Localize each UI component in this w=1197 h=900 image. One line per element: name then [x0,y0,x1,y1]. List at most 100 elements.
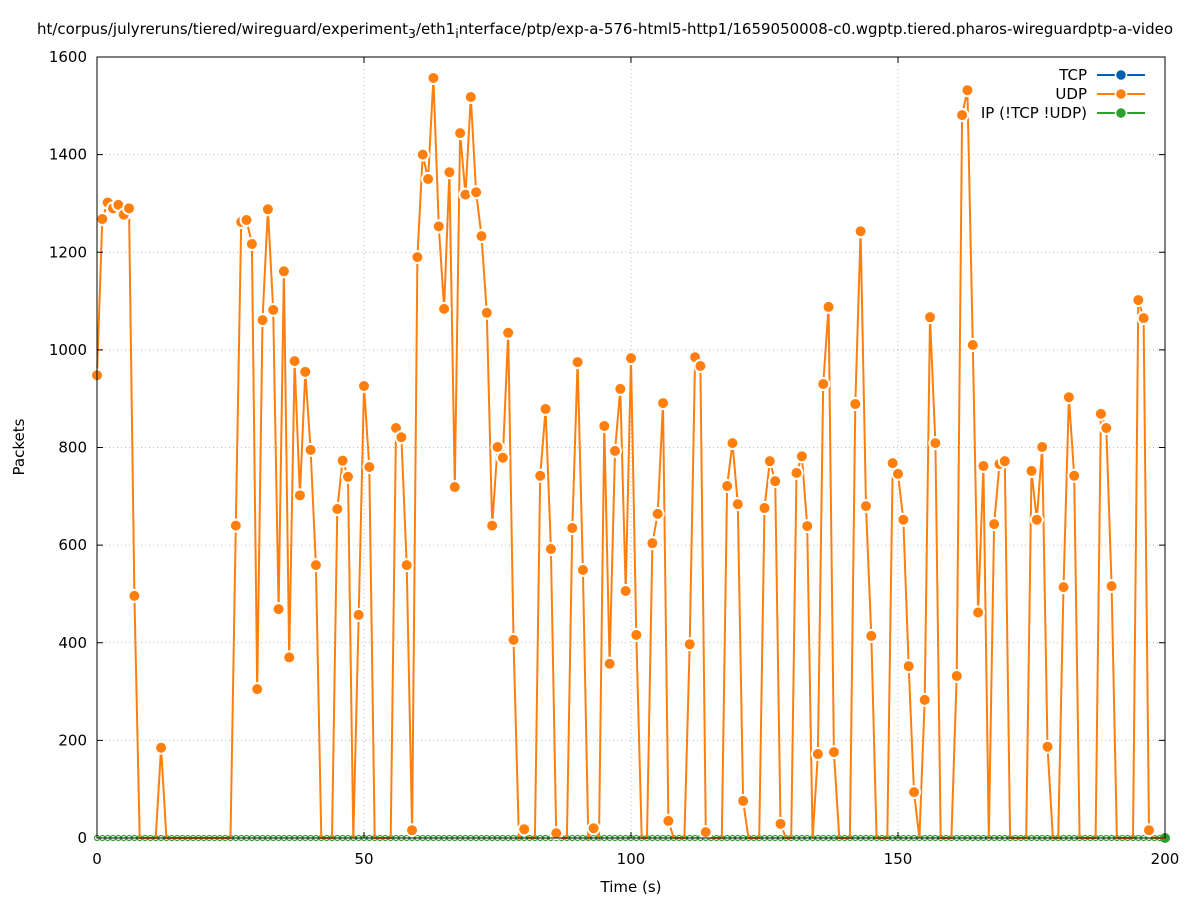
udp-point [586,821,601,836]
udp-point [271,602,286,617]
udp-point [1024,463,1039,478]
legend-label: UDP [1055,85,1087,103]
udp-point [1061,390,1076,405]
udp-point [1056,580,1071,595]
udp-point [122,201,137,216]
udp-point [907,785,922,800]
udp-point [917,692,932,707]
udp-point [415,147,430,162]
udp-point [960,83,975,98]
udp-point [469,185,484,200]
udp-point [618,584,633,599]
udp-point [421,172,436,187]
udp-point [816,377,831,392]
udp-point [538,401,553,416]
udp-point [463,90,478,105]
udp-point [997,454,1012,469]
udp-point [479,305,494,320]
udp-point [239,213,254,228]
x-tick-label: 100 [617,850,646,868]
udp-point [549,826,564,841]
udp-point [896,512,911,527]
udp-point [1029,512,1044,527]
udp-point [303,442,318,457]
udp-point [394,430,409,445]
udp-point [255,313,270,328]
udp-point [1136,311,1151,326]
udp-point [613,381,628,396]
udp-point [485,518,500,533]
udp-point [298,364,313,379]
y-tick-label: 800 [58,439,87,457]
chart-title: ht/corpus/julyreruns/tiered/wireguard/ex… [0,20,1197,41]
title-subscript: 3 [408,26,416,41]
legend-marker [1114,68,1128,82]
udp-point [597,419,612,434]
udp-point [624,351,638,366]
y-tick-label: 1000 [49,341,87,359]
udp-point [250,682,265,697]
udp-point [821,299,836,314]
udp-point [762,454,777,469]
udp-point [351,607,366,622]
ticks: 0 50 100 150 200 0 200 400 600 800 1000 1200 1400 160… [49,48,1180,868]
legend-label: TCP [1058,66,1087,84]
udp-point [570,355,585,370]
y-tick-label: 400 [58,634,87,652]
legend-marker [1114,87,1128,101]
udp-point [292,488,307,503]
title-subscript: i [455,26,459,41]
udp-point [362,460,377,475]
udp-point [282,650,297,665]
udp-point [127,588,142,603]
udp-point [901,659,916,674]
udp-point [533,468,548,483]
title-part: /eth1 [415,20,456,38]
udp-point [474,229,489,244]
udp-point [410,250,425,265]
udp-point [260,202,275,217]
udp-point [757,501,772,516]
y-tick-label: 600 [58,536,87,554]
udp-point [399,558,414,573]
udp-point [682,637,697,652]
x-tick-label: 50 [354,850,373,868]
udp-point [95,212,110,227]
y-tick-label: 1200 [49,243,87,261]
y-tick-label: 0 [77,829,87,847]
legend-label: IP (!TCP !UDP) [981,104,1087,122]
udp-point [885,456,900,471]
title-part: ht/corpus/julyreruns/tiered/wireguard/ex… [36,20,409,38]
y-axis-label: Packets [10,418,28,475]
udp-point [1067,468,1082,483]
udp-point [287,354,302,369]
udp-point [543,542,558,557]
udp-point [656,396,671,411]
udp-point [607,443,622,458]
udp-point [693,358,708,373]
udp-point [244,236,259,251]
udp-point [848,397,863,412]
grid [97,57,1165,838]
udp-point [340,469,355,484]
udp-point [405,823,420,838]
udp-point [495,450,510,465]
udp-point [1141,823,1156,838]
udp-point [971,605,986,620]
udp-point [853,224,868,239]
udp-point [575,563,590,578]
udp-point [923,310,938,325]
udp-point [1104,579,1119,594]
udp-point [736,793,751,808]
udp-point [650,506,665,521]
udp-point [517,822,532,837]
y-tick-label: 1600 [49,48,87,66]
udp-point [442,165,457,180]
udp-point [437,301,452,316]
udp-point [506,632,521,647]
udp-point [725,436,740,451]
udp-point [431,219,446,234]
udp-point [864,628,879,643]
udp-point [928,436,943,451]
